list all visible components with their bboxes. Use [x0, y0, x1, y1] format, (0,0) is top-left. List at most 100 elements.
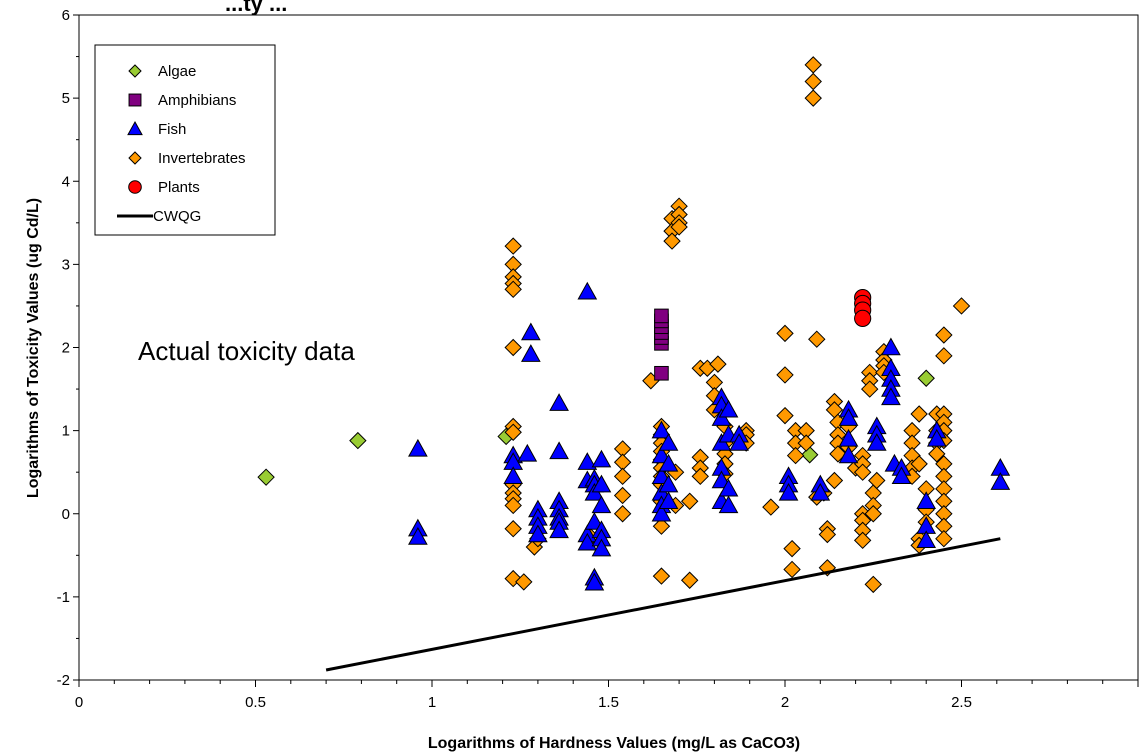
fish-point [718, 399, 739, 418]
amphibians-point [654, 308, 669, 324]
invertebrates-point [952, 297, 971, 315]
x-tick-label: 1 [428, 694, 436, 711]
invertebrates-point [864, 505, 882, 523]
x-tick-label: 1.5 [598, 694, 619, 711]
invertebrates-point [680, 571, 699, 589]
fish-point [881, 387, 901, 406]
fish-point [658, 433, 679, 451]
chart-title: ...ty ... [225, 0, 287, 16]
fish-point [718, 495, 739, 514]
invertebrates-point [797, 434, 815, 452]
algae-point [917, 369, 935, 387]
legend-label-plants: Plants [158, 179, 200, 196]
plants-point [854, 309, 872, 328]
legend-entry-invertebrates: Invertebrates [128, 150, 246, 167]
y-tick-label: 2 [62, 340, 70, 357]
fish-point [838, 408, 859, 426]
x-tick-label: 2 [781, 694, 789, 711]
invertebrates-point [709, 355, 727, 373]
invertebrates-point [691, 467, 709, 486]
fish-point [408, 438, 428, 457]
y-axis-label: Logarithms of Toxicity Values (ug Cd/L) [25, 198, 42, 498]
legend-entry-amphibians: Amphibians [128, 92, 236, 109]
invertebrates-point [783, 539, 801, 558]
invertebrates-point [935, 326, 953, 344]
legend-entry-fish: Fish [127, 120, 186, 138]
fish-point [549, 441, 569, 460]
fish-point [916, 530, 937, 549]
invertebrates-point [776, 324, 794, 343]
invertebrates-point [868, 471, 886, 490]
invertebrates-point [935, 347, 953, 365]
legend-symbol-plants [128, 180, 142, 194]
x-axis-label: Logarithms of Hardness Values (mg/L as C… [428, 735, 800, 752]
invertebrates-point [504, 237, 522, 255]
y-tick-label: 5 [62, 90, 70, 107]
invertebrates-point [652, 567, 671, 585]
invertebrates-point [786, 446, 805, 465]
invertebrates-point [670, 218, 688, 236]
fish-point [866, 433, 887, 451]
y-tick-label: -2 [57, 672, 70, 689]
invertebrates-point [804, 56, 822, 74]
invertebrates-point [818, 525, 837, 544]
fish-point [729, 433, 749, 451]
y-tick-label: 1 [62, 423, 70, 440]
fish-point [651, 420, 672, 439]
fish-point [577, 281, 598, 300]
fish-point [577, 452, 598, 470]
invertebrates-point [853, 531, 872, 550]
fish-point [990, 472, 1011, 490]
invertebrates-point [504, 520, 522, 538]
invertebrates-point [804, 72, 822, 91]
invertebrates-point [804, 89, 822, 107]
invertebrates-point [853, 463, 872, 481]
invertebrates-point [515, 573, 533, 591]
legend-box [94, 44, 276, 236]
series-fish [408, 281, 1011, 591]
legend-entry-plants: Plants [128, 179, 200, 196]
fish-point [591, 449, 612, 468]
annotation-actual-toxicity-data: Actual toxicity data [138, 336, 355, 366]
fish-point [658, 491, 679, 509]
invertebrates-point [864, 575, 882, 594]
cwqg-line [325, 537, 1001, 672]
series-plants [854, 289, 872, 328]
invertebrates-point [613, 467, 632, 486]
fish-point [926, 428, 947, 447]
invertebrates-point [776, 406, 794, 425]
invertebrates-point [504, 423, 522, 441]
invertebrates-point [504, 338, 522, 357]
fish-point [651, 503, 672, 522]
series-amphibians [654, 308, 669, 381]
invertebrates-point [928, 445, 946, 463]
fish-point [549, 520, 569, 539]
fish-point [408, 526, 428, 545]
fish-point [584, 572, 605, 591]
fish-point [520, 344, 541, 362]
amphibians-point [654, 365, 669, 381]
invertebrates-point [504, 496, 522, 515]
invertebrates-point [680, 492, 699, 510]
y-tick-label: 3 [62, 256, 70, 273]
y-tick-label: 4 [62, 173, 70, 190]
fish-point [517, 443, 538, 462]
fish-point [520, 322, 541, 341]
fish-point [549, 393, 569, 411]
invertebrates-point [910, 455, 928, 473]
legend-symbol-algae [128, 64, 142, 78]
legend-symbol-fish [127, 120, 143, 136]
invertebrates-point [613, 486, 632, 505]
y-tick-label: -1 [57, 589, 70, 606]
legend-symbol-amphibians [128, 93, 142, 107]
legend-symbol-invertebrates [128, 151, 142, 165]
algae-point [349, 431, 367, 450]
fish-point [891, 466, 912, 485]
x-tick-label: 0 [75, 694, 83, 711]
series-algae [257, 369, 935, 486]
ticks-layer: -2 -1 0 1 2 3 4 5 6 0 0.5 1 1.5 2 2.5 [57, 7, 1139, 711]
invertebrates-point [663, 232, 681, 250]
legend-entry-algae: Algae [128, 63, 196, 80]
